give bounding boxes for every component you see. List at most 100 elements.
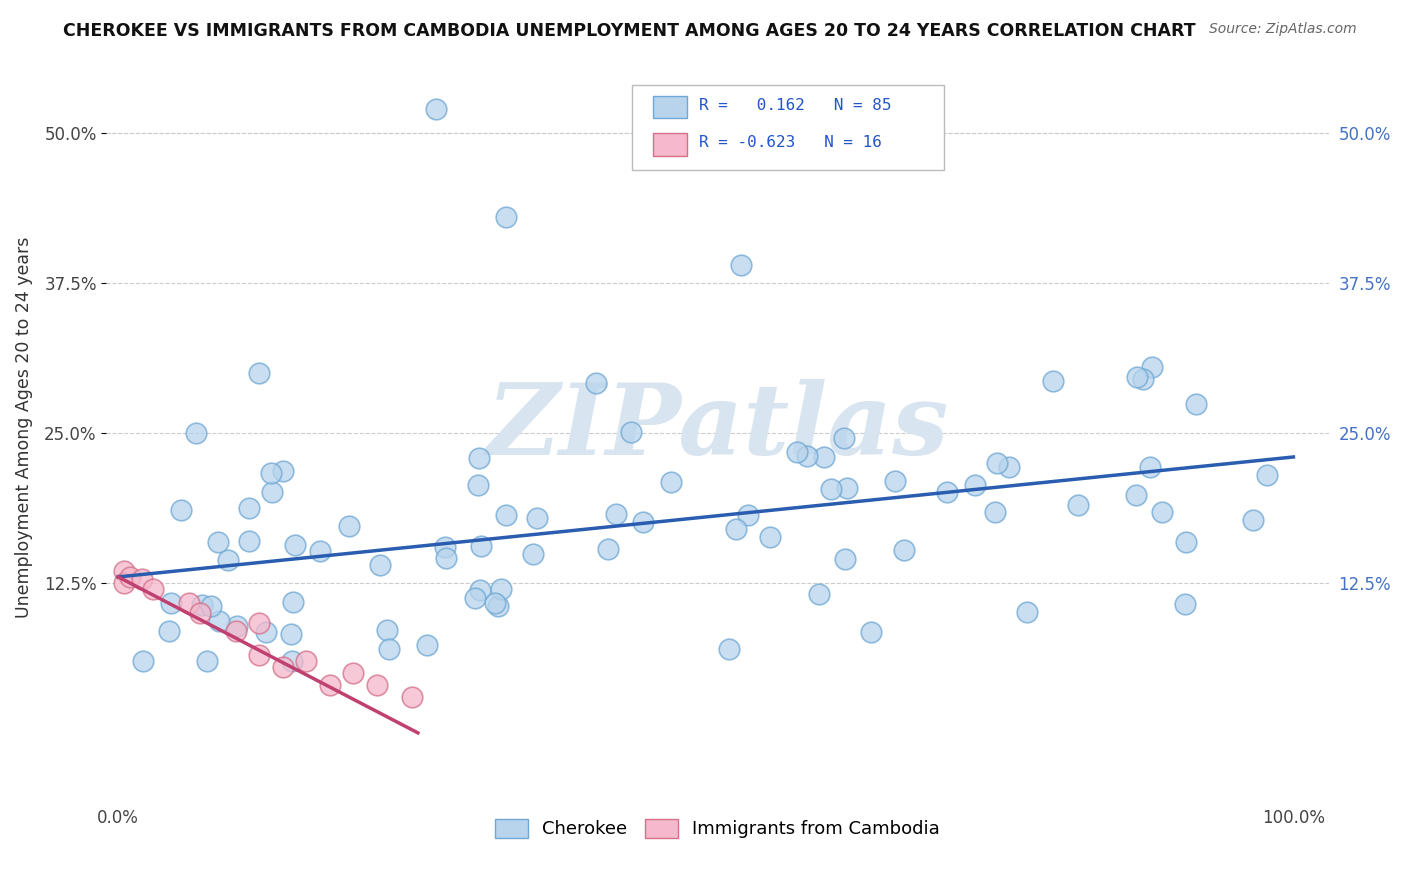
Point — [425, 102, 447, 116]
Point — [1174, 597, 1197, 611]
Point — [1139, 459, 1161, 474]
Point — [963, 478, 986, 492]
Point — [281, 595, 304, 609]
FancyBboxPatch shape — [633, 85, 943, 170]
Point — [489, 582, 512, 596]
Point — [295, 654, 318, 668]
Point — [1126, 370, 1149, 384]
Point — [260, 485, 283, 500]
Point — [1185, 397, 1208, 411]
Point — [1015, 605, 1038, 619]
Point — [786, 444, 808, 458]
Point — [883, 475, 905, 489]
Text: ZIPatlas: ZIPatlas — [486, 379, 949, 475]
Point — [522, 547, 544, 561]
Point — [893, 542, 915, 557]
Point — [131, 572, 153, 586]
Point — [467, 450, 489, 465]
Point — [758, 530, 780, 544]
Point — [467, 477, 489, 491]
Point — [484, 596, 506, 610]
Point — [1150, 505, 1173, 519]
Point — [631, 516, 654, 530]
Point — [247, 615, 270, 630]
Point — [1125, 488, 1147, 502]
Point — [195, 654, 218, 668]
Point — [200, 599, 222, 613]
Point — [226, 619, 249, 633]
Point — [337, 518, 360, 533]
Point — [238, 533, 260, 548]
Point — [1042, 374, 1064, 388]
Point — [366, 678, 388, 692]
Point — [725, 522, 748, 536]
Y-axis label: Unemployment Among Ages 20 to 24 years: Unemployment Among Ages 20 to 24 years — [15, 236, 32, 617]
Point — [486, 599, 509, 614]
Point — [280, 627, 302, 641]
Point — [860, 625, 883, 640]
Point — [1142, 359, 1164, 374]
Point — [157, 624, 180, 638]
Point — [207, 535, 229, 549]
Point — [177, 596, 200, 610]
Point — [468, 582, 491, 597]
Point — [377, 641, 399, 656]
Point — [191, 598, 214, 612]
Point — [935, 485, 957, 500]
Point — [159, 596, 181, 610]
Point — [470, 539, 492, 553]
Point — [1067, 498, 1090, 512]
Point — [1175, 535, 1198, 549]
Point — [401, 690, 423, 704]
Point — [368, 558, 391, 572]
Point — [984, 505, 1007, 519]
Point — [217, 553, 239, 567]
Point — [1256, 467, 1278, 482]
Point — [260, 466, 283, 480]
Point — [832, 432, 855, 446]
Point — [661, 475, 683, 490]
Point — [837, 481, 859, 495]
Point — [271, 464, 294, 478]
Point — [436, 551, 458, 566]
Point — [319, 678, 342, 692]
Point — [1241, 513, 1264, 527]
Point — [112, 576, 135, 591]
Point — [813, 450, 835, 464]
FancyBboxPatch shape — [652, 133, 688, 155]
Point — [820, 482, 842, 496]
Text: CHEROKEE VS IMMIGRANTS FROM CAMBODIA UNEMPLOYMENT AMONG AGES 20 TO 24 YEARS CORR: CHEROKEE VS IMMIGRANTS FROM CAMBODIA UNE… — [63, 22, 1197, 40]
Point — [225, 624, 247, 638]
Point — [495, 508, 517, 523]
Point — [834, 551, 856, 566]
Point — [308, 544, 330, 558]
Point — [596, 541, 619, 556]
Point — [271, 660, 294, 674]
Point — [620, 425, 643, 439]
Point — [495, 210, 517, 224]
Point — [190, 606, 212, 620]
Point — [737, 508, 759, 522]
Point — [433, 540, 456, 554]
Point — [998, 460, 1021, 475]
Point — [986, 456, 1008, 470]
FancyBboxPatch shape — [652, 96, 688, 119]
Point — [375, 623, 398, 637]
Point — [112, 564, 135, 578]
Legend: Cherokee, Immigrants from Cambodia: Cherokee, Immigrants from Cambodia — [488, 812, 948, 846]
Point — [254, 625, 277, 640]
Point — [526, 511, 548, 525]
Point — [808, 587, 831, 601]
Point — [280, 654, 302, 668]
Point — [464, 591, 486, 606]
Point — [284, 538, 307, 552]
Point — [718, 641, 741, 656]
Text: R =   0.162   N = 85: R = 0.162 N = 85 — [699, 98, 891, 113]
Text: R = -0.623   N = 16: R = -0.623 N = 16 — [699, 136, 882, 151]
Point — [247, 648, 270, 662]
Point — [247, 366, 270, 380]
Point — [238, 500, 260, 515]
Point — [170, 503, 193, 517]
Point — [1132, 372, 1154, 386]
Point — [416, 638, 439, 652]
